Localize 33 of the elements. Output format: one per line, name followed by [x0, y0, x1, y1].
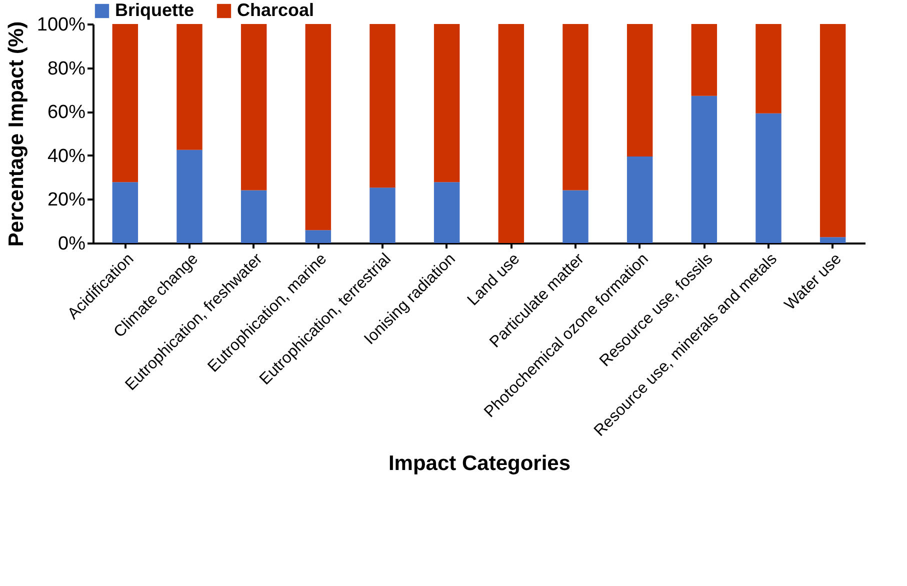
- bar: [756, 24, 782, 114]
- bar: [112, 182, 138, 243]
- bar: [176, 150, 202, 243]
- y-tick-label: 100%: [36, 14, 86, 36]
- legend-label: Charcoal: [237, 0, 314, 20]
- y-tick-label: 20%: [47, 190, 86, 211]
- bar: [562, 24, 588, 190]
- bar: [305, 230, 332, 243]
- bar: [691, 96, 718, 243]
- bar: [176, 24, 202, 150]
- bar: [498, 24, 524, 243]
- bar: [756, 113, 782, 243]
- bar: [820, 237, 846, 243]
- bar: [434, 24, 460, 182]
- y-tick-label: 60%: [47, 102, 86, 124]
- bar: [626, 156, 653, 243]
- y-tick-label: 80%: [47, 58, 86, 80]
- bar: [240, 24, 267, 190]
- y-axis-title: Percentage Impact (%): [4, 21, 28, 247]
- bar: [691, 24, 718, 96]
- bar: [626, 24, 653, 156]
- y-tick-label: 40%: [47, 146, 86, 167]
- bar: [820, 24, 846, 238]
- legend-label: Briquette: [115, 0, 194, 20]
- bar: [370, 188, 396, 243]
- x-axis-title: Impact Categories: [388, 452, 571, 476]
- bar: [305, 24, 332, 230]
- bar: [562, 190, 588, 243]
- y-tick-label: 0%: [58, 234, 86, 254]
- bar: [240, 190, 267, 243]
- bar: [370, 24, 396, 188]
- bar: [434, 182, 460, 243]
- bar: [112, 24, 138, 182]
